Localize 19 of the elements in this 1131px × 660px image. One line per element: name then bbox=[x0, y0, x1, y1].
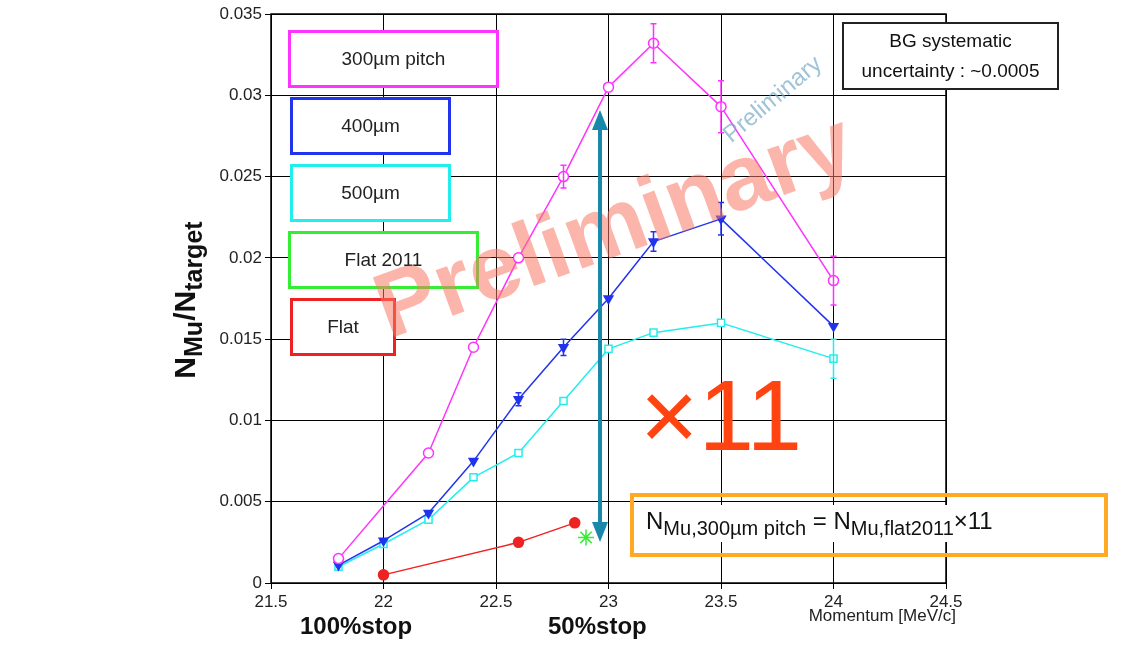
y-tick-label: 0 bbox=[252, 572, 262, 592]
y-tick-label: 0.005 bbox=[219, 491, 262, 511]
x-tick-label: 22.5 bbox=[479, 591, 513, 611]
x-tick-label: 23 bbox=[599, 591, 618, 611]
y-tick-label: 0.015 bbox=[219, 328, 262, 348]
y-tick-label: 0.02 bbox=[228, 247, 262, 267]
x-tick-label: 21.5 bbox=[254, 591, 288, 611]
text: 100%stop bbox=[300, 612, 413, 640]
x-tick-label: 22 bbox=[374, 591, 393, 611]
y-tick-label: 0.025 bbox=[219, 166, 262, 186]
text: 50%stop bbox=[548, 612, 647, 640]
x-tick-label: 23.5 bbox=[704, 591, 738, 611]
annotation: BG systematic uncertainty : ~0.0005 bbox=[842, 22, 1059, 90]
y-tick-label: 0.03 bbox=[228, 84, 262, 104]
text: 300µm pitch bbox=[288, 30, 499, 88]
y-tick-label: 0.01 bbox=[228, 410, 262, 430]
text: Flat bbox=[327, 316, 359, 337]
annotation: N$_{Mu,300µm pitch}$ = N$_{Mu,flat2011}$×11 bbox=[642, 505, 997, 542]
y-tick-label: 0.035 bbox=[219, 3, 262, 23]
